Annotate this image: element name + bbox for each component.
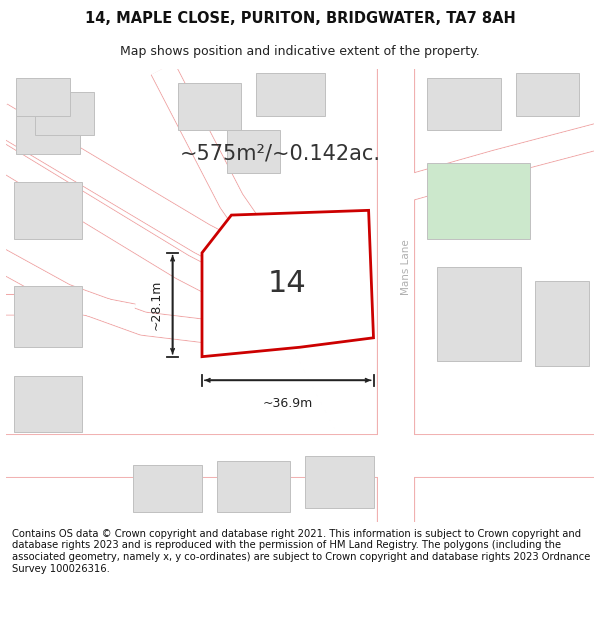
Text: ~28.1m: ~28.1m — [150, 279, 163, 330]
Text: 14, MAPLE CLOSE, PURITON, BRIDGWATER, TA7 8AH: 14, MAPLE CLOSE, PURITON, BRIDGWATER, TA… — [85, 11, 515, 26]
Polygon shape — [202, 211, 374, 357]
Bar — [305, 456, 374, 508]
Text: ~575m²/~0.142ac.: ~575m²/~0.142ac. — [180, 144, 381, 164]
Bar — [35, 92, 94, 135]
Bar — [14, 286, 82, 348]
Text: 14: 14 — [268, 269, 307, 299]
Text: Contains OS data © Crown copyright and database right 2021. This information is : Contains OS data © Crown copyright and d… — [12, 529, 590, 574]
Bar — [515, 74, 580, 116]
Bar — [16, 78, 70, 116]
Bar — [227, 130, 280, 173]
Bar — [14, 182, 82, 239]
Text: Mans Lane: Mans Lane — [401, 239, 411, 295]
Bar — [133, 465, 202, 512]
Bar — [535, 281, 589, 366]
Text: ~36.9m: ~36.9m — [263, 398, 313, 410]
Bar — [178, 83, 241, 130]
Bar — [16, 102, 79, 154]
Bar — [427, 163, 530, 239]
Bar — [437, 267, 521, 361]
Bar — [427, 78, 501, 130]
Bar — [217, 461, 290, 512]
Text: Map shows position and indicative extent of the property.: Map shows position and indicative extent… — [120, 45, 480, 58]
Bar — [14, 376, 82, 432]
Bar — [256, 74, 325, 116]
